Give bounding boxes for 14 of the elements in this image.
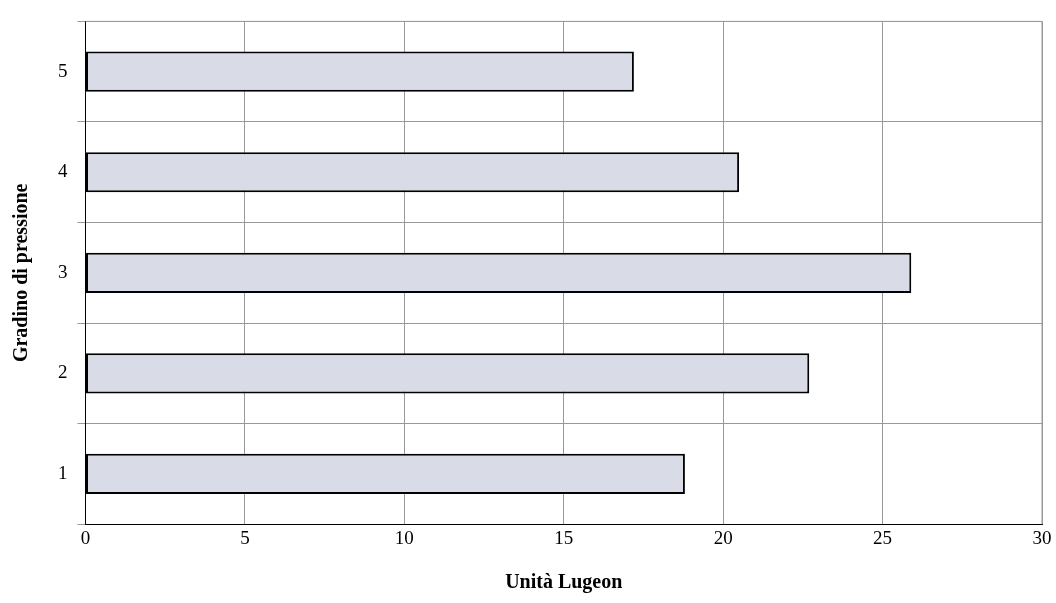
y-tick-label: 2 (58, 361, 68, 383)
x-tick-label: 0 (80, 526, 91, 548)
x-tick-label: 15 (554, 526, 574, 548)
y-tick-label: 5 (58, 59, 68, 81)
y-tick-label: 1 (58, 461, 68, 483)
y-axis-title: Gradino di pressione (9, 183, 33, 363)
x-tick-label: 5 (240, 526, 250, 548)
y-tick-label: 4 (58, 160, 68, 182)
x-tick-label: 20 (713, 526, 733, 548)
x-axis-title: Unità Lugeon (505, 570, 623, 594)
x-tick-label: 30 (1032, 526, 1052, 548)
x-tick-label: 10 (394, 526, 414, 548)
x-tick-label: 25 (873, 526, 893, 548)
y-tick-label: 3 (58, 260, 68, 282)
